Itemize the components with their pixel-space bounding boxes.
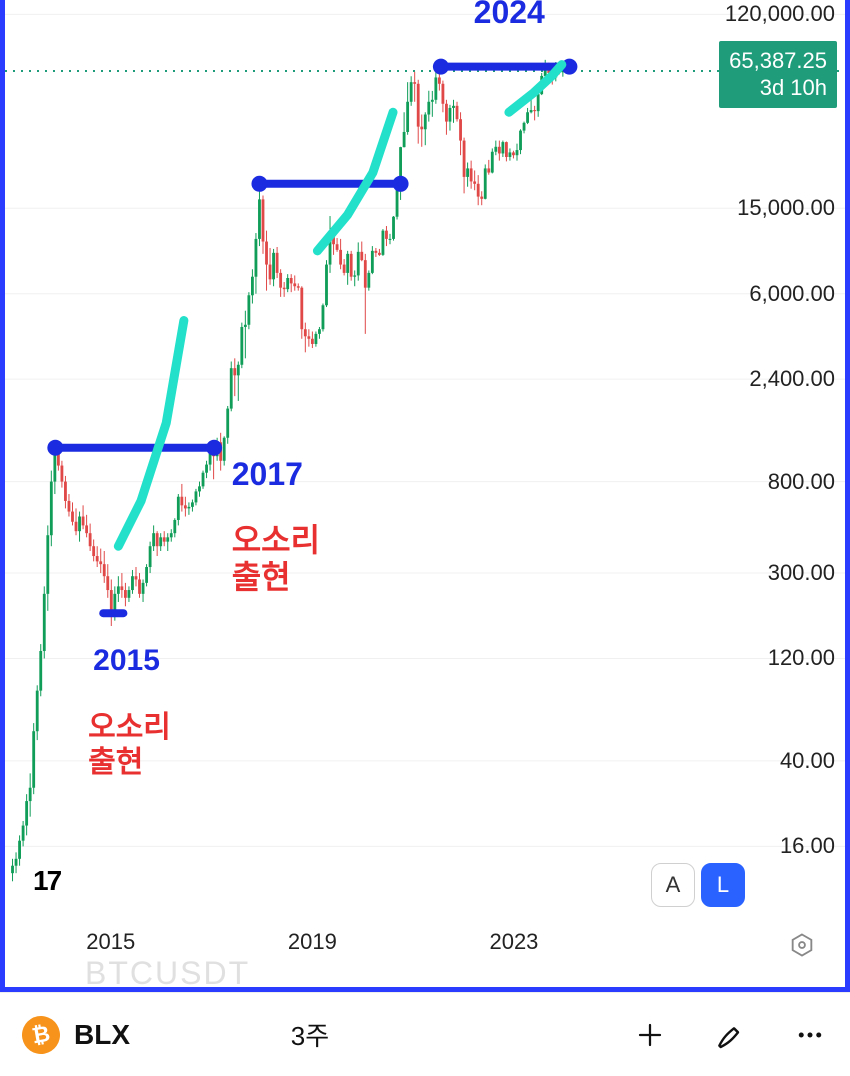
last-price-label: 65,387.25 3d 10h — [719, 41, 837, 108]
chart-container: 120,000.00 15,000.00 6,000.00 2,400.00 800.0… — [0, 0, 850, 992]
auto-scale-button[interactable]: A — [651, 863, 695, 907]
price-value: 65,387.25 — [729, 47, 827, 75]
y-tick-label: 120.00 — [768, 645, 835, 671]
y-tick-label: 800.00 — [768, 469, 835, 495]
y-tick-label: 120,000.00 — [725, 1, 835, 27]
y-tick-label: 2,400.00 — [749, 366, 835, 392]
tradingview-logo-icon: 17 — [33, 865, 60, 897]
more-button[interactable] — [770, 1020, 850, 1050]
price-countdown: 3d 10h — [729, 74, 827, 102]
add-indicator-button[interactable] — [610, 1020, 690, 1050]
bitcoin-icon: ₿ — [19, 1012, 63, 1056]
interval-selector[interactable]: 3주 — [220, 1016, 400, 1053]
log-scale-button[interactable]: L — [701, 863, 745, 907]
y-tick-label: 300.00 — [768, 560, 835, 586]
x-tick-label: 2023 — [489, 929, 538, 955]
settings-icon[interactable] — [788, 931, 816, 959]
price-chart[interactable] — [5, 0, 845, 987]
bottom-toolbar: ₿ BLX 3주 — [0, 992, 850, 1076]
x-tick-label: 2019 — [288, 929, 337, 955]
x-tick-label: 2015 — [86, 929, 135, 955]
more-icon — [795, 1020, 825, 1050]
symbol-watermark: BTCUSDT — [85, 955, 250, 992]
y-tick-label: 6,000.00 — [749, 281, 835, 307]
y-tick-label: 16.00 — [780, 833, 835, 859]
scale-toggle: A L — [651, 863, 745, 907]
y-tick-label: 40.00 — [780, 748, 835, 774]
pencil-icon — [714, 1019, 746, 1051]
symbol-text: BLX — [74, 1019, 130, 1051]
symbol-selector[interactable]: ₿ BLX — [0, 1016, 220, 1054]
y-tick-label: 15,000.00 — [737, 195, 835, 221]
plus-icon — [635, 1020, 665, 1050]
draw-button[interactable] — [690, 1019, 770, 1051]
